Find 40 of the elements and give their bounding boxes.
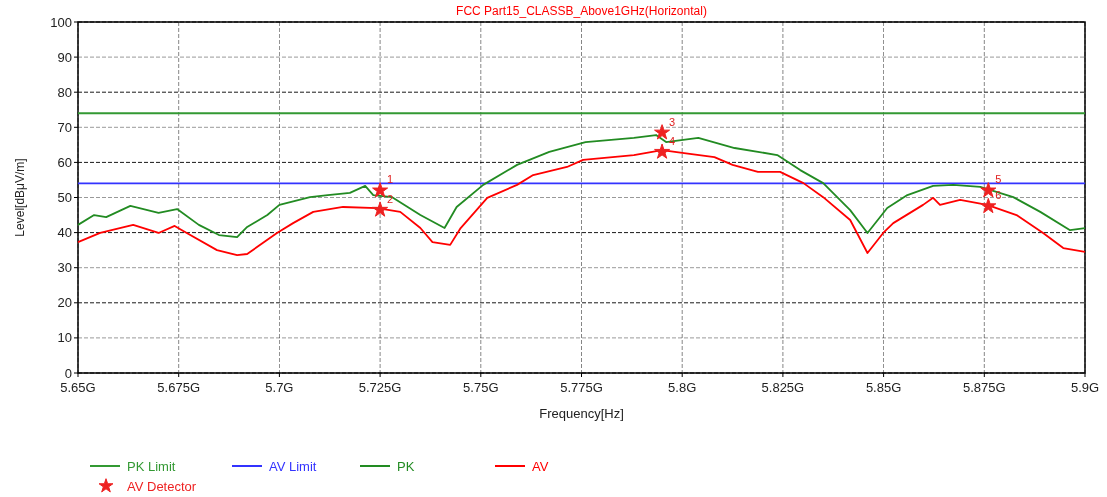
y-axis-title: Level[dBμV/m] [13,158,27,237]
legend-label: AV [532,458,549,474]
y-tick-label: 20 [57,295,72,311]
legend-label: PK [397,458,415,474]
annotation: 6 [995,189,1002,202]
x-tick-label: 5.775G [560,380,603,395]
x-axis-title: Frequency[Hz] [539,406,624,421]
x-tick-label: 5.725G [358,380,402,395]
chart-title: FCC Part15_CLASSB_Above1GHz(Horizontal) [456,4,707,18]
annotation: 1 [387,173,394,186]
y-tick-label: 0 [64,365,72,381]
y-tick-label: 10 [57,330,72,346]
point [980,197,997,214]
x-tick-label: 5.8G [668,380,697,395]
x-tick-label: 5.875G [962,380,1006,395]
legend-label: PK Limit [127,458,176,474]
annotation: 3 [669,115,676,128]
point [980,182,997,198]
y-tick-label: 90 [57,49,72,65]
y-tick-label: 70 [57,119,72,135]
y-tick-label: 40 [57,225,72,241]
y-tick-label: 80 [57,84,72,100]
x-tick-label: 5.825G [761,380,805,395]
y-tick-label: 30 [57,260,72,276]
point [372,182,389,198]
legend-label: AV Detector [127,478,197,494]
y-tick-label: 50 [57,190,72,206]
x-tick-label: 5.65G [60,380,96,395]
point [654,143,671,159]
x-tick-label: 5.675G [157,380,201,395]
x-tick-label: 5.7G [265,380,294,395]
annotation: 5 [995,173,1002,186]
x-tick-label: 5.75G [463,380,499,395]
x-tick-label: 5.85G [865,380,902,395]
point [654,124,671,140]
x-tick-label: 5.9G [1070,380,1100,395]
legend-label: AV Limit [269,458,317,474]
y-tick-label: 60 [57,154,72,170]
point [372,201,389,217]
y-tick-label: 100 [50,14,72,30]
